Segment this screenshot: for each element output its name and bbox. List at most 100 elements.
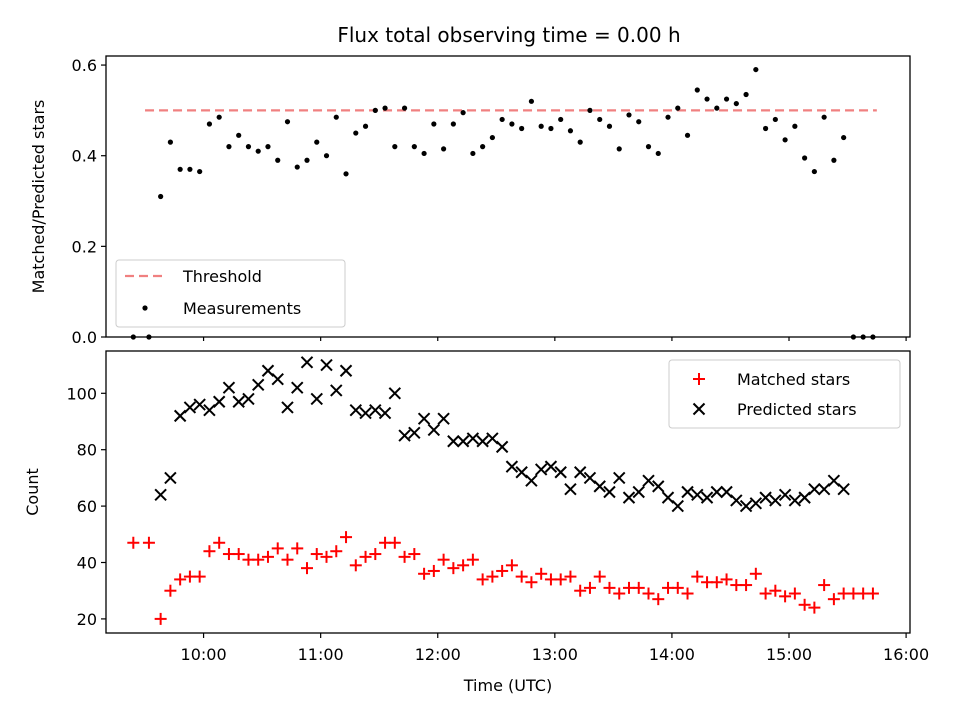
matched-star-point bbox=[466, 553, 479, 566]
matched-star-point bbox=[340, 531, 353, 544]
matched-star-point bbox=[808, 601, 821, 614]
matched-star-point bbox=[310, 548, 323, 561]
measurement-point bbox=[772, 116, 778, 123]
measurement-point bbox=[509, 121, 515, 127]
predicted-star-point bbox=[212, 395, 226, 408]
matched-star-point bbox=[779, 590, 792, 603]
matched-star-point bbox=[349, 559, 362, 572]
measurement-point bbox=[206, 121, 213, 127]
measurement-point bbox=[733, 100, 739, 107]
measurement-point bbox=[372, 107, 378, 113]
top-legend-box bbox=[115, 259, 346, 328]
measurement-point bbox=[528, 98, 535, 104]
measurement-point bbox=[714, 105, 720, 111]
measurement-point bbox=[450, 121, 456, 127]
predicted-star-point bbox=[681, 485, 694, 499]
matched-star-point bbox=[642, 587, 655, 600]
predicted-star-point bbox=[427, 423, 441, 437]
matched-star-point bbox=[574, 584, 587, 597]
matched-star-point bbox=[740, 579, 753, 592]
measurement-point bbox=[587, 107, 593, 113]
measurement-point bbox=[431, 121, 437, 127]
matched-star-point bbox=[691, 570, 704, 583]
measurement-point bbox=[158, 193, 164, 200]
bottom-y-tick-label: 60 bbox=[77, 497, 97, 516]
measurement-point bbox=[382, 105, 388, 111]
measurement-point bbox=[645, 144, 652, 150]
x-tick-label: 10:00 bbox=[181, 645, 227, 664]
matched-star-point bbox=[554, 573, 567, 586]
predicted-star-point bbox=[466, 432, 480, 445]
measurement-point bbox=[294, 164, 300, 170]
matched-star-point bbox=[818, 579, 831, 592]
matched-star-point bbox=[652, 593, 665, 606]
matched-star-point bbox=[447, 562, 460, 575]
measurement-point bbox=[421, 150, 427, 157]
matched-star-point bbox=[408, 548, 421, 561]
matched-star-point bbox=[525, 576, 538, 589]
predicted-star-point bbox=[544, 460, 558, 473]
matched-star-point bbox=[398, 550, 411, 563]
measurement-point bbox=[392, 144, 398, 150]
measurement-point bbox=[811, 168, 817, 175]
measurement-point bbox=[353, 130, 359, 136]
predicted-star-point bbox=[183, 401, 197, 414]
predicted-star-point bbox=[622, 491, 636, 504]
predicted-star-point bbox=[495, 440, 509, 454]
legend-matched-swatch bbox=[693, 373, 705, 385]
chart-title: Flux total observing time = 0.00 h bbox=[337, 23, 680, 47]
bottom-axes-frame bbox=[105, 350, 911, 634]
matched-star-point bbox=[769, 584, 782, 597]
x-tick-label: 14:00 bbox=[649, 645, 695, 664]
matched-star-point bbox=[866, 587, 879, 600]
measurement-point bbox=[841, 134, 847, 141]
measurement-point bbox=[538, 123, 544, 129]
top-y-tick-label: 0.0 bbox=[72, 328, 97, 347]
measurement-point bbox=[187, 166, 193, 172]
predicted-star-point bbox=[642, 474, 655, 487]
predicted-star-point bbox=[456, 435, 470, 448]
measurement-point bbox=[792, 123, 798, 129]
legend-threshold-label: Threshold bbox=[182, 267, 262, 286]
matched-star-point bbox=[203, 545, 216, 558]
matched-star-point bbox=[154, 612, 167, 625]
matched-star-point bbox=[535, 567, 548, 580]
legend-predicted-label: Predicted stars bbox=[737, 400, 857, 419]
matched-star-point bbox=[281, 553, 294, 566]
measurement-point bbox=[636, 119, 642, 125]
predicted-star-point bbox=[437, 412, 450, 425]
predicted-star-point bbox=[710, 485, 724, 499]
top-y-tick-label: 0.6 bbox=[72, 56, 97, 75]
predicted-star-point bbox=[691, 488, 704, 502]
measurement-point bbox=[558, 116, 564, 123]
matched-star-point bbox=[613, 587, 626, 600]
bottom-y-tick-label: 100 bbox=[66, 384, 97, 403]
matched-star-point bbox=[330, 545, 343, 558]
predicted-star-point bbox=[837, 482, 850, 496]
measurement-point bbox=[216, 114, 222, 120]
x-tick-label: 16:00 bbox=[883, 645, 929, 664]
predicted-star-point bbox=[222, 381, 236, 394]
predicted-star-point bbox=[534, 463, 548, 476]
predicted-star-point bbox=[525, 474, 538, 487]
measurement-point bbox=[333, 114, 339, 120]
matched-star-point bbox=[193, 570, 206, 583]
predicted-star-point bbox=[447, 435, 460, 448]
predicted-star-point bbox=[378, 406, 392, 420]
matched-star-point bbox=[418, 567, 431, 580]
predicted-star-point bbox=[310, 392, 323, 406]
x-tick-label: 11:00 bbox=[298, 645, 344, 664]
measurement-point bbox=[275, 157, 281, 163]
predicted-star-point bbox=[505, 460, 519, 473]
bottom-y-axis-label: Count bbox=[23, 468, 42, 516]
measurement-point bbox=[675, 105, 681, 111]
measurement-point bbox=[411, 144, 417, 150]
matched-star-point bbox=[252, 553, 265, 566]
top-subplot: 0.0 0.2 0.4 0.6 Matched/Predicted stars Thr… bbox=[29, 55, 911, 347]
matched-star-point bbox=[515, 570, 528, 583]
predicted-star-point bbox=[778, 488, 792, 502]
measurement-point bbox=[782, 137, 788, 143]
matched-star-point bbox=[720, 573, 733, 586]
measurement-point bbox=[616, 146, 622, 152]
measurement-point bbox=[255, 148, 261, 154]
